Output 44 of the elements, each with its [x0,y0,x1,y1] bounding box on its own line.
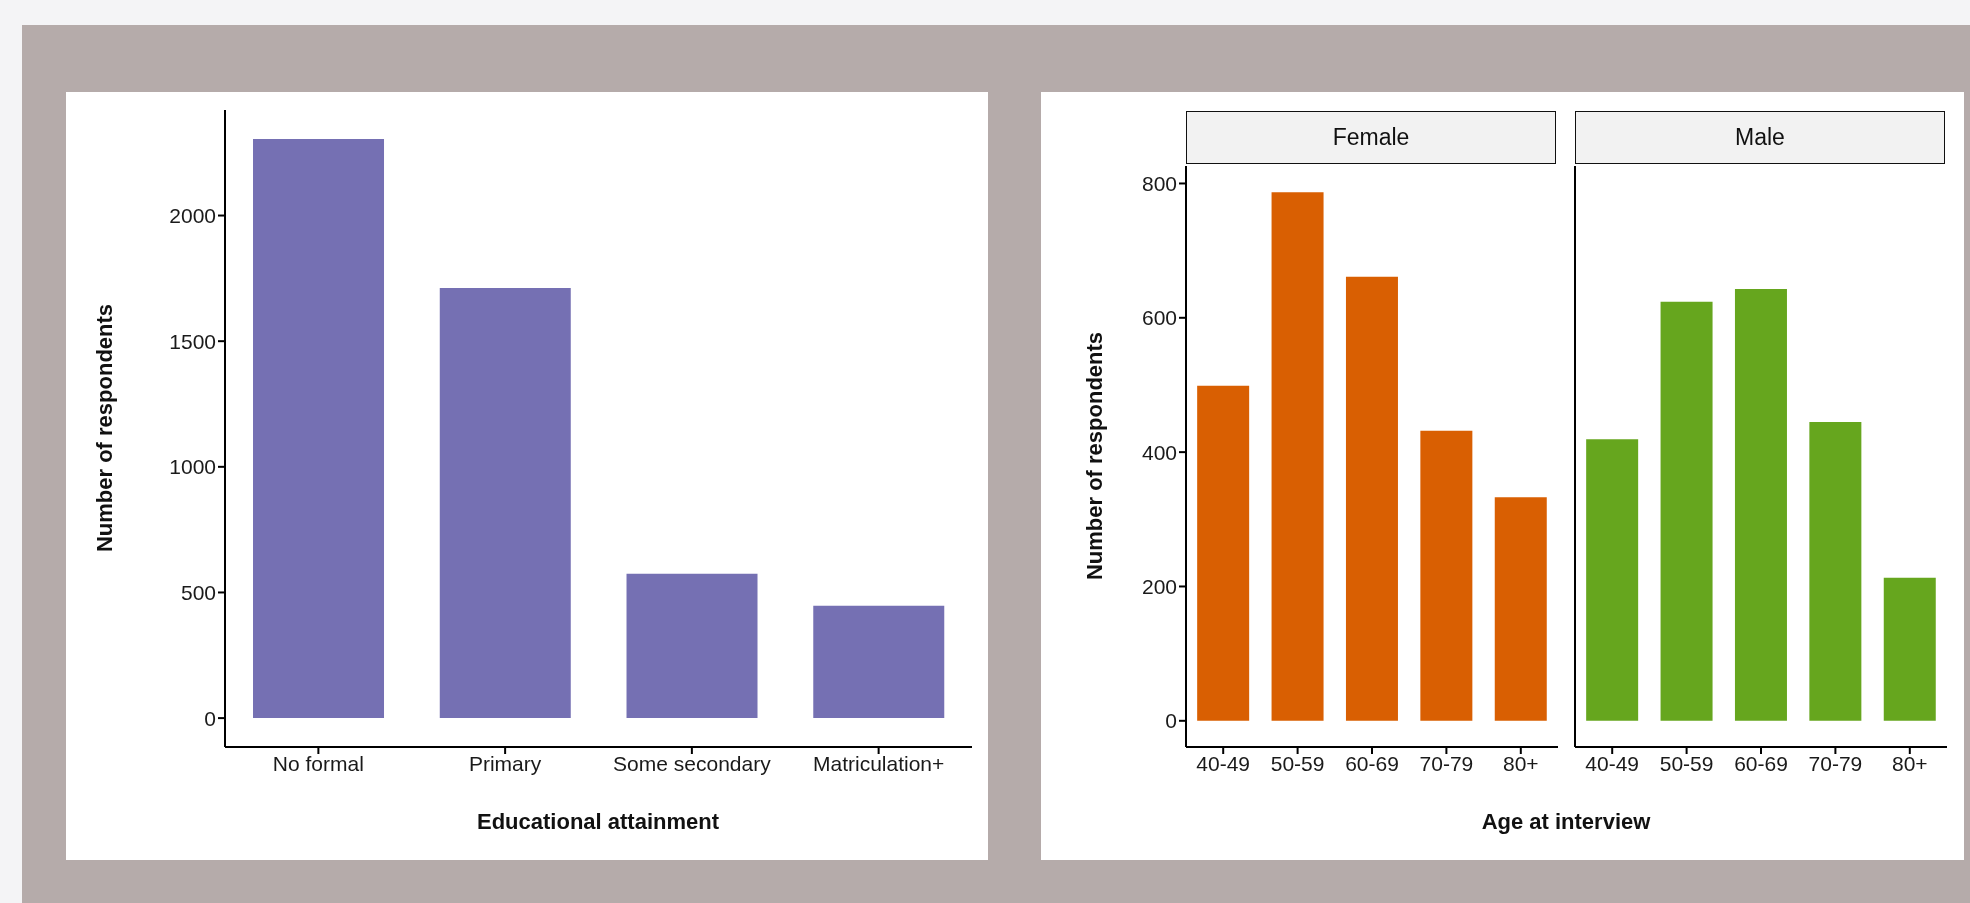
x-tick-label: No formal [272,751,364,775]
x-axis-title: Age at interview [1481,809,1651,835]
y-tick-label: 1500 [169,329,216,353]
x-axis-title: Educational attainment [476,809,720,835]
bar [1883,577,1936,721]
bar [439,287,571,719]
bar [1345,276,1398,721]
y-tick-label: 800 [1141,171,1177,195]
x-tick-label: Primary [468,751,542,775]
bar [626,573,758,719]
bar [1809,421,1862,721]
bar [253,138,385,719]
x-tick-label: 70-79 [1808,751,1863,775]
x-tick-label: 50-59 [1270,751,1325,775]
bar [1660,301,1713,721]
x-tick-label: Some secondary [613,751,772,775]
y-tick-label: 200 [1141,574,1177,598]
y-tick-label: 0 [1165,709,1177,733]
y-tick-label: 400 [1141,440,1177,464]
x-tick-label: 80+ [1891,751,1928,775]
x-tick-label: 40-49 [1585,751,1640,775]
bar [1420,430,1473,721]
x-tick-label: 50-59 [1659,751,1714,775]
x-tick-label: Matriculation+ [812,751,945,775]
bar [1734,288,1787,721]
chart-title: Male [1735,124,1785,151]
y-tick-label: 0 [204,706,216,730]
bar [813,605,945,719]
bar [1586,439,1639,721]
y-tick-label: 2000 [169,203,216,227]
bar [1494,497,1547,721]
x-tick-label: 70-79 [1419,751,1474,775]
y-tick-label: 600 [1141,306,1177,330]
bar [1197,385,1250,721]
chart-title: Female [1332,124,1410,151]
y-tick-label: 500 [180,580,216,604]
x-tick-label: 40-49 [1196,751,1251,775]
x-tick-label: 60-69 [1345,751,1399,775]
bar [1271,192,1324,721]
y-tick-label: 1000 [169,455,216,479]
x-tick-label: 80+ [1502,751,1539,775]
y-axis-title: Number of respondents [1082,331,1108,581]
x-tick-label: 60-69 [1734,751,1788,775]
y-axis-title: Number of respondents [92,303,118,553]
